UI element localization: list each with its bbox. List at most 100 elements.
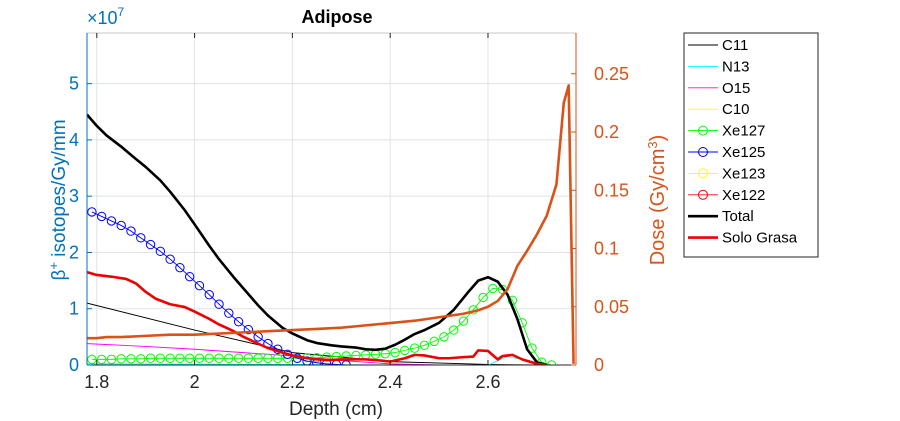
point-xe125-4	[126, 226, 136, 236]
y-left-tick-label-2: 2	[69, 242, 79, 262]
legend-label-xe123: Xe123	[722, 165, 765, 182]
y-axis-right-label: Dose (Gy/cm3)	[645, 135, 669, 266]
point-xe127-34	[419, 340, 430, 351]
legend-marker-xe123	[698, 168, 708, 179]
point-xe125-13	[214, 299, 224, 309]
series-xe125	[87, 207, 351, 365]
legend-label-n13: N13	[722, 58, 750, 75]
x-tick-label-4: 2.6	[475, 372, 500, 392]
point-xe127-18	[263, 353, 273, 363]
y-right-tick-label-4: 0.2	[594, 122, 619, 142]
y-right-label-sup: 3	[645, 141, 660, 148]
point-xe127-13	[214, 353, 224, 363]
point-xe127-15	[233, 353, 244, 363]
legend: C11 N13 O15 C10 Xe127 Xe125 Xe123 Xe122 Total Sol…	[683, 32, 819, 258]
point-xe127-19	[273, 353, 283, 363]
point-xe125-16	[243, 324, 254, 335]
series-line-xe127	[91, 288, 552, 365]
y-left-label-sup: +	[46, 262, 61, 270]
y-right-tick-label-0: 0	[594, 355, 604, 375]
y-left-tick-label-4: 4	[69, 130, 79, 150]
y-right-tick-label-3: 0.15	[594, 180, 629, 200]
legend-label-xe127: Xe127	[722, 123, 765, 140]
point-xe125-14	[224, 308, 234, 318]
x-tick-label-2: 2.2	[280, 372, 305, 392]
legend-marker-xe127	[698, 125, 708, 136]
grid-layer	[87, 33, 576, 366]
point-xe127-37	[449, 325, 459, 335]
y-left-tick-label-5: 5	[69, 74, 79, 94]
point-xe127-16	[243, 353, 254, 363]
legend-label-xe122: Xe122	[722, 187, 765, 204]
series-xe127	[87, 283, 557, 365]
point-xe125-22	[302, 356, 312, 365]
ticks-layer: 1.8 2 2.2 2.4 2.6 0 1 2 3 4 5 0 0.05 0.1 0.15 0.2 0.25	[69, 33, 629, 392]
point-xe127-3	[116, 354, 126, 364]
point-xe127-33	[409, 343, 420, 353]
point-xe127-10	[184, 353, 195, 363]
point-xe127-35	[429, 336, 439, 347]
y-axis-left-label: β+ isotopes/Gy/mm	[46, 119, 70, 280]
legend-box	[683, 32, 819, 258]
point-xe127-40	[478, 292, 488, 303]
point-xe127-14	[224, 353, 234, 363]
point-xe125-0	[87, 207, 97, 217]
legend-label-c10: C10	[722, 101, 750, 118]
point-xe127-6	[145, 353, 156, 363]
y-left-tick-label-0: 0	[69, 355, 79, 375]
series-layer	[87, 84, 576, 365]
point-xe125-1	[96, 211, 107, 222]
series-line-total	[87, 113, 548, 365]
x-tick-label-3: 2.4	[378, 372, 403, 392]
point-xe125-7	[155, 246, 166, 257]
x-tick-label-0: 1.8	[84, 372, 109, 392]
point-xe127-4	[126, 354, 136, 364]
legend-label-total: Total	[722, 208, 754, 225]
point-xe127-5	[136, 354, 146, 364]
point-xe125-12	[204, 289, 214, 300]
legend-marker-xe122	[698, 189, 708, 200]
left-axis-multiplier-base: ×10	[87, 8, 118, 28]
point-xe127-11	[194, 353, 205, 363]
left-axis-multiplier-exponent: 7	[118, 5, 125, 19]
y-left-label-rest: isotopes/Gy/mm	[49, 119, 70, 262]
point-xe127-0	[87, 354, 97, 365]
y-right-tick-label-5: 0.25	[594, 64, 629, 84]
y-right-tick-label-2: 0.1	[594, 239, 619, 259]
y-right-tick-label-1: 0.05	[594, 297, 629, 317]
point-xe127-31	[390, 347, 400, 358]
point-xe125-6	[145, 239, 156, 250]
legend-label-o15: O15	[722, 80, 750, 97]
series-line-dose	[87, 84, 575, 364]
point-xe125-15	[233, 316, 244, 327]
point-xe125-9	[175, 262, 185, 273]
legend-label-c11: C11	[722, 37, 748, 54]
point-xe127-12	[204, 353, 214, 363]
point-xe127-24	[321, 352, 332, 362]
series-solo-grasa	[87, 270, 547, 365]
point-xe127-41	[488, 283, 498, 294]
y-left-tick-label-3: 3	[69, 186, 79, 206]
point-xe125-8	[165, 254, 175, 264]
point-xe127-8	[165, 353, 175, 363]
y-left-label-base: β	[49, 270, 70, 281]
point-xe127-17	[253, 353, 263, 363]
legend-label-xe125: Xe125	[722, 144, 765, 161]
point-xe125-3	[116, 220, 126, 231]
y-left-tick-label-1: 1	[69, 299, 79, 319]
point-xe127-1	[96, 354, 107, 365]
point-xe125-5	[136, 233, 146, 243]
point-xe127-36	[439, 332, 449, 342]
series-dose	[87, 84, 575, 364]
left-axis-multiplier: ×107	[87, 5, 125, 28]
point-xe127-32	[400, 345, 410, 356]
point-xe127-9	[175, 353, 185, 363]
point-xe127-2	[106, 354, 117, 365]
point-xe127-38	[458, 316, 469, 326]
point-xe127-7	[155, 353, 166, 363]
x-tick-label-1: 2	[190, 372, 200, 392]
y-right-label-end: )	[647, 135, 669, 142]
point-xe125-10	[184, 271, 195, 282]
series-total	[87, 113, 548, 365]
